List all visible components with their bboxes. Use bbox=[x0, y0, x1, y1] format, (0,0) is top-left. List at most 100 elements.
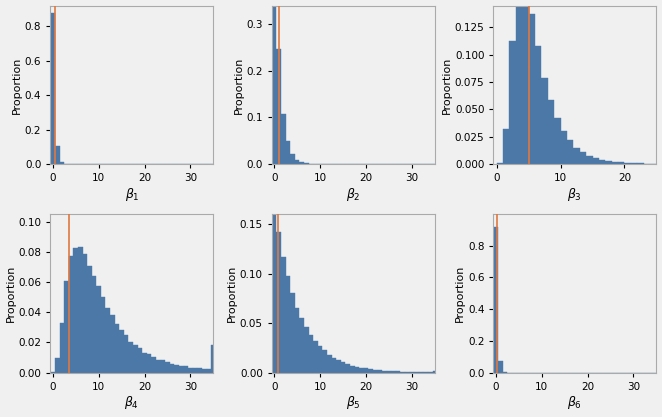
Bar bbox=[286, 141, 290, 164]
Bar bbox=[535, 46, 542, 164]
X-axis label: $\beta_5$: $\beta_5$ bbox=[346, 394, 361, 412]
Y-axis label: Proportion: Proportion bbox=[455, 265, 465, 322]
Bar bbox=[60, 323, 64, 373]
Bar bbox=[373, 370, 377, 373]
Bar bbox=[327, 354, 332, 373]
Bar bbox=[69, 256, 73, 373]
Bar bbox=[73, 248, 78, 373]
Bar bbox=[580, 152, 586, 164]
Bar bbox=[377, 370, 382, 373]
Bar bbox=[355, 367, 359, 373]
Bar bbox=[382, 371, 387, 373]
Bar bbox=[138, 348, 142, 373]
Bar bbox=[277, 49, 281, 164]
Bar bbox=[396, 372, 401, 373]
Bar bbox=[624, 163, 631, 164]
Bar bbox=[105, 308, 110, 373]
Bar bbox=[313, 341, 318, 373]
Bar bbox=[567, 140, 573, 164]
Bar bbox=[414, 372, 419, 373]
Bar bbox=[618, 162, 624, 164]
Bar bbox=[592, 158, 599, 164]
Bar bbox=[336, 360, 341, 373]
Bar bbox=[83, 254, 87, 373]
Bar bbox=[290, 154, 295, 164]
X-axis label: $\beta_2$: $\beta_2$ bbox=[346, 186, 361, 203]
X-axis label: $\beta_6$: $\beta_6$ bbox=[567, 394, 583, 412]
Bar bbox=[561, 131, 567, 164]
Bar bbox=[87, 266, 92, 373]
Bar bbox=[304, 163, 308, 164]
Bar bbox=[197, 368, 202, 373]
Bar bbox=[295, 160, 299, 164]
Bar bbox=[152, 357, 156, 373]
Bar bbox=[128, 342, 133, 373]
Bar bbox=[493, 227, 498, 373]
Bar bbox=[341, 362, 346, 373]
Bar bbox=[281, 257, 286, 373]
Bar bbox=[554, 118, 561, 164]
Bar bbox=[401, 372, 405, 373]
Bar bbox=[179, 366, 183, 373]
Bar bbox=[433, 371, 437, 373]
Bar bbox=[161, 360, 166, 373]
Bar bbox=[124, 335, 128, 373]
Y-axis label: Proportion: Proportion bbox=[5, 265, 15, 322]
Bar bbox=[281, 114, 286, 164]
Bar bbox=[183, 366, 188, 373]
Bar bbox=[60, 162, 64, 164]
Bar bbox=[332, 358, 336, 373]
Bar bbox=[286, 276, 290, 373]
Bar bbox=[359, 368, 363, 373]
Bar bbox=[368, 369, 373, 373]
Bar bbox=[110, 315, 115, 373]
Bar bbox=[299, 318, 304, 373]
Bar bbox=[156, 360, 161, 373]
Bar bbox=[573, 148, 580, 164]
X-axis label: $\beta_3$: $\beta_3$ bbox=[567, 186, 583, 203]
Bar bbox=[599, 160, 605, 164]
Bar bbox=[50, 372, 55, 373]
Bar bbox=[147, 354, 152, 373]
Bar bbox=[101, 296, 105, 373]
Bar bbox=[528, 13, 535, 164]
Bar bbox=[272, 0, 277, 164]
Bar bbox=[391, 372, 396, 373]
Bar bbox=[193, 368, 197, 373]
Bar bbox=[78, 247, 83, 373]
Bar bbox=[542, 78, 547, 164]
Bar bbox=[605, 161, 612, 164]
X-axis label: $\beta_1$: $\beta_1$ bbox=[124, 186, 139, 203]
Bar bbox=[586, 156, 592, 164]
Bar bbox=[55, 357, 60, 373]
Bar bbox=[115, 324, 119, 373]
Bar bbox=[92, 276, 96, 373]
Bar bbox=[318, 346, 322, 373]
Bar bbox=[363, 369, 368, 373]
Bar bbox=[96, 286, 101, 373]
Bar bbox=[119, 330, 124, 373]
Bar bbox=[166, 362, 169, 373]
Bar bbox=[547, 100, 554, 164]
Bar bbox=[405, 372, 410, 373]
Bar bbox=[496, 163, 503, 164]
Y-axis label: Proportion: Proportion bbox=[227, 265, 237, 322]
Bar bbox=[322, 350, 327, 373]
Bar bbox=[350, 366, 355, 373]
Bar bbox=[50, 13, 55, 164]
Bar bbox=[295, 308, 299, 373]
Bar bbox=[290, 293, 295, 373]
Bar bbox=[498, 361, 502, 373]
Bar bbox=[522, 0, 528, 164]
Bar bbox=[55, 146, 60, 164]
Y-axis label: Proportion: Proportion bbox=[12, 56, 22, 113]
Bar bbox=[304, 327, 308, 373]
Bar bbox=[410, 372, 414, 373]
Y-axis label: Proportion: Proportion bbox=[234, 56, 244, 113]
Bar bbox=[638, 163, 643, 164]
Bar bbox=[142, 353, 147, 373]
Bar bbox=[631, 163, 638, 164]
Bar bbox=[211, 345, 216, 373]
Bar bbox=[133, 345, 138, 373]
Bar bbox=[277, 232, 281, 373]
